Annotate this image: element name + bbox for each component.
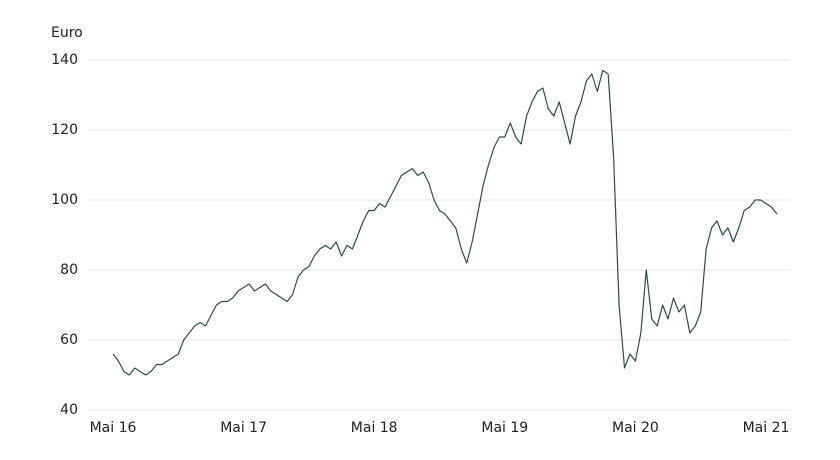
- y-tick-label: 60: [60, 332, 78, 348]
- x-tick-label: Mai 17: [220, 420, 267, 436]
- y-tick-label: 80: [60, 262, 78, 278]
- x-tick-label: Mai 19: [481, 420, 528, 436]
- x-tick-label: Mai 16: [90, 420, 137, 436]
- y-tick-label: 140: [51, 52, 78, 68]
- x-tick-label: Mai 21: [743, 420, 790, 436]
- x-tick-label: Mai 18: [351, 420, 398, 436]
- y-axis-label: Euro: [51, 25, 83, 41]
- y-tick-label: 120: [51, 122, 78, 138]
- y-tick-label: 40: [60, 402, 78, 418]
- price-line: [112, 69, 778, 376]
- x-tick-label: Mai 20: [612, 420, 659, 436]
- y-tick-label: 100: [51, 192, 78, 208]
